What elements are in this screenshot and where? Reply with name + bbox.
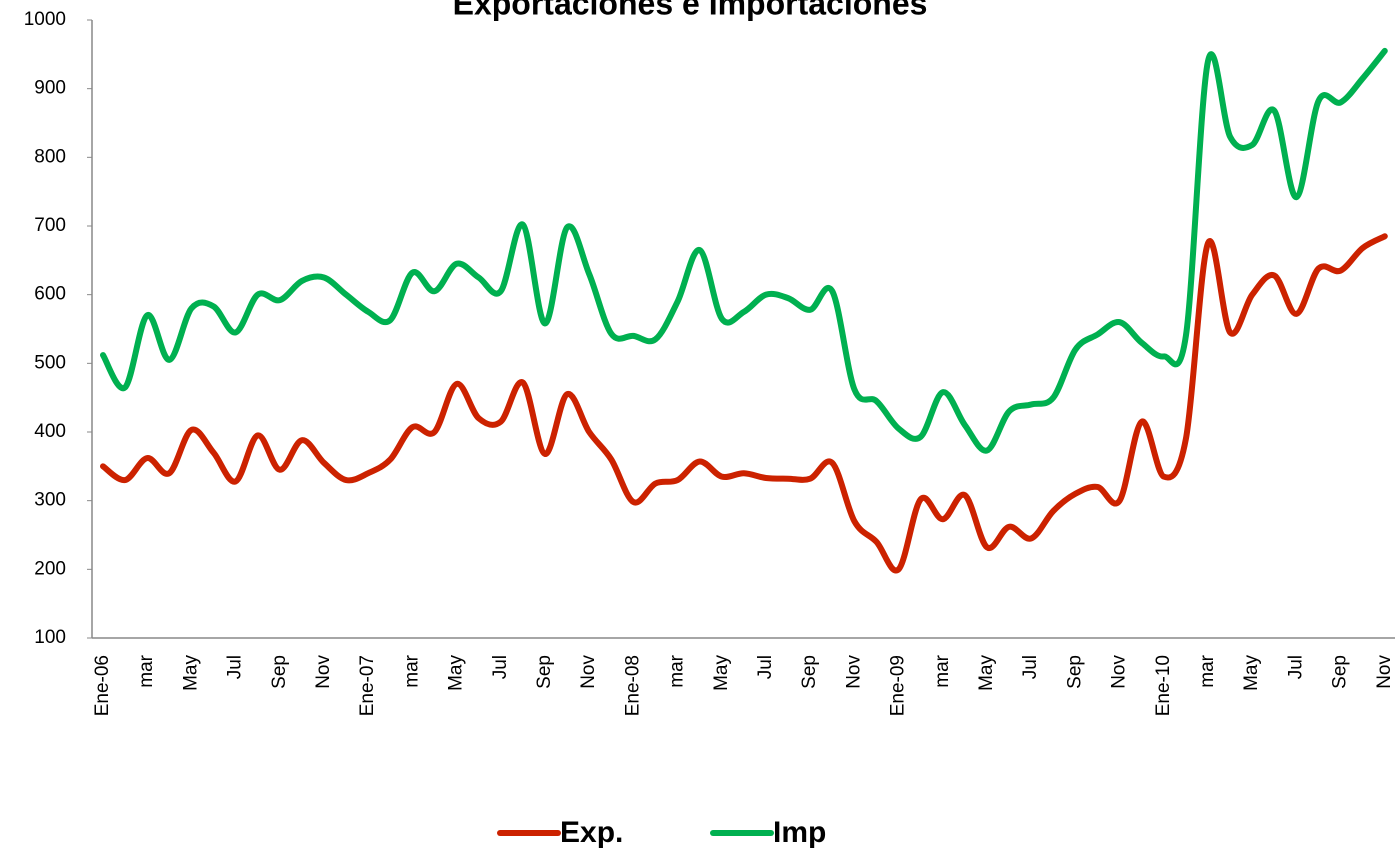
x-tick-label: Ene-07 — [357, 655, 378, 716]
x-tick-label: Jul — [1285, 655, 1306, 679]
line — [100, 47, 1388, 454]
y-tick-label: 400 — [34, 421, 66, 442]
x-tick-label: mar — [401, 654, 422, 687]
x-tick-label: May — [446, 655, 467, 691]
line — [100, 233, 1388, 574]
legend-label: Exp. — [560, 816, 623, 849]
x-tick-label: May — [976, 655, 997, 691]
x-tick-label: mar — [932, 654, 953, 687]
x-tick-label: Ene-10 — [1153, 655, 1174, 716]
y-tick-label: 100 — [34, 627, 66, 648]
x-tick-label: Nov — [1374, 655, 1395, 689]
x-tick-label: Ene-09 — [888, 655, 909, 716]
y-tick-label: 500 — [34, 352, 66, 373]
x-tick-label: Nov — [578, 655, 599, 689]
x-tick-label: May — [1241, 655, 1262, 691]
y-tick-label: 200 — [34, 558, 66, 579]
y-tick-label: 1000 — [24, 9, 66, 30]
x-tick-label: mar — [1197, 654, 1218, 687]
y-tick-label: 900 — [34, 78, 66, 99]
chart-title: Exportaciones e Importaciones — [453, 0, 928, 21]
x-tick-label: Ene-08 — [622, 655, 643, 716]
x-tick-label: Sep — [799, 655, 820, 689]
x-tick-label: mar — [667, 654, 688, 687]
x-tick-label: Sep — [1330, 655, 1351, 689]
x-tick-label: May — [180, 655, 201, 691]
legend-label: Imp — [773, 816, 826, 849]
x-tick-label: mar — [136, 654, 157, 687]
x-tick-label: Jul — [490, 655, 511, 679]
x-tick-label: Sep — [1064, 655, 1085, 689]
x-tick-label: May — [711, 655, 732, 691]
x-tick-label: Sep — [534, 655, 555, 689]
x-tick-label: Jul — [755, 655, 776, 679]
y-tick-label: 700 — [34, 215, 66, 236]
x-tick-label: Nov — [313, 655, 334, 689]
x-tick-label: Sep — [269, 655, 290, 689]
x-tick-label: Jul — [1020, 655, 1041, 679]
y-tick-label: 800 — [34, 146, 66, 167]
x-tick-label: Jul — [225, 655, 246, 679]
x-tick-label: Nov — [843, 655, 864, 689]
y-tick-label: 300 — [34, 490, 66, 511]
x-tick-label: Ene-06 — [92, 655, 113, 716]
x-tick-label: Nov — [1109, 655, 1130, 689]
y-tick-label: 600 — [34, 284, 66, 305]
